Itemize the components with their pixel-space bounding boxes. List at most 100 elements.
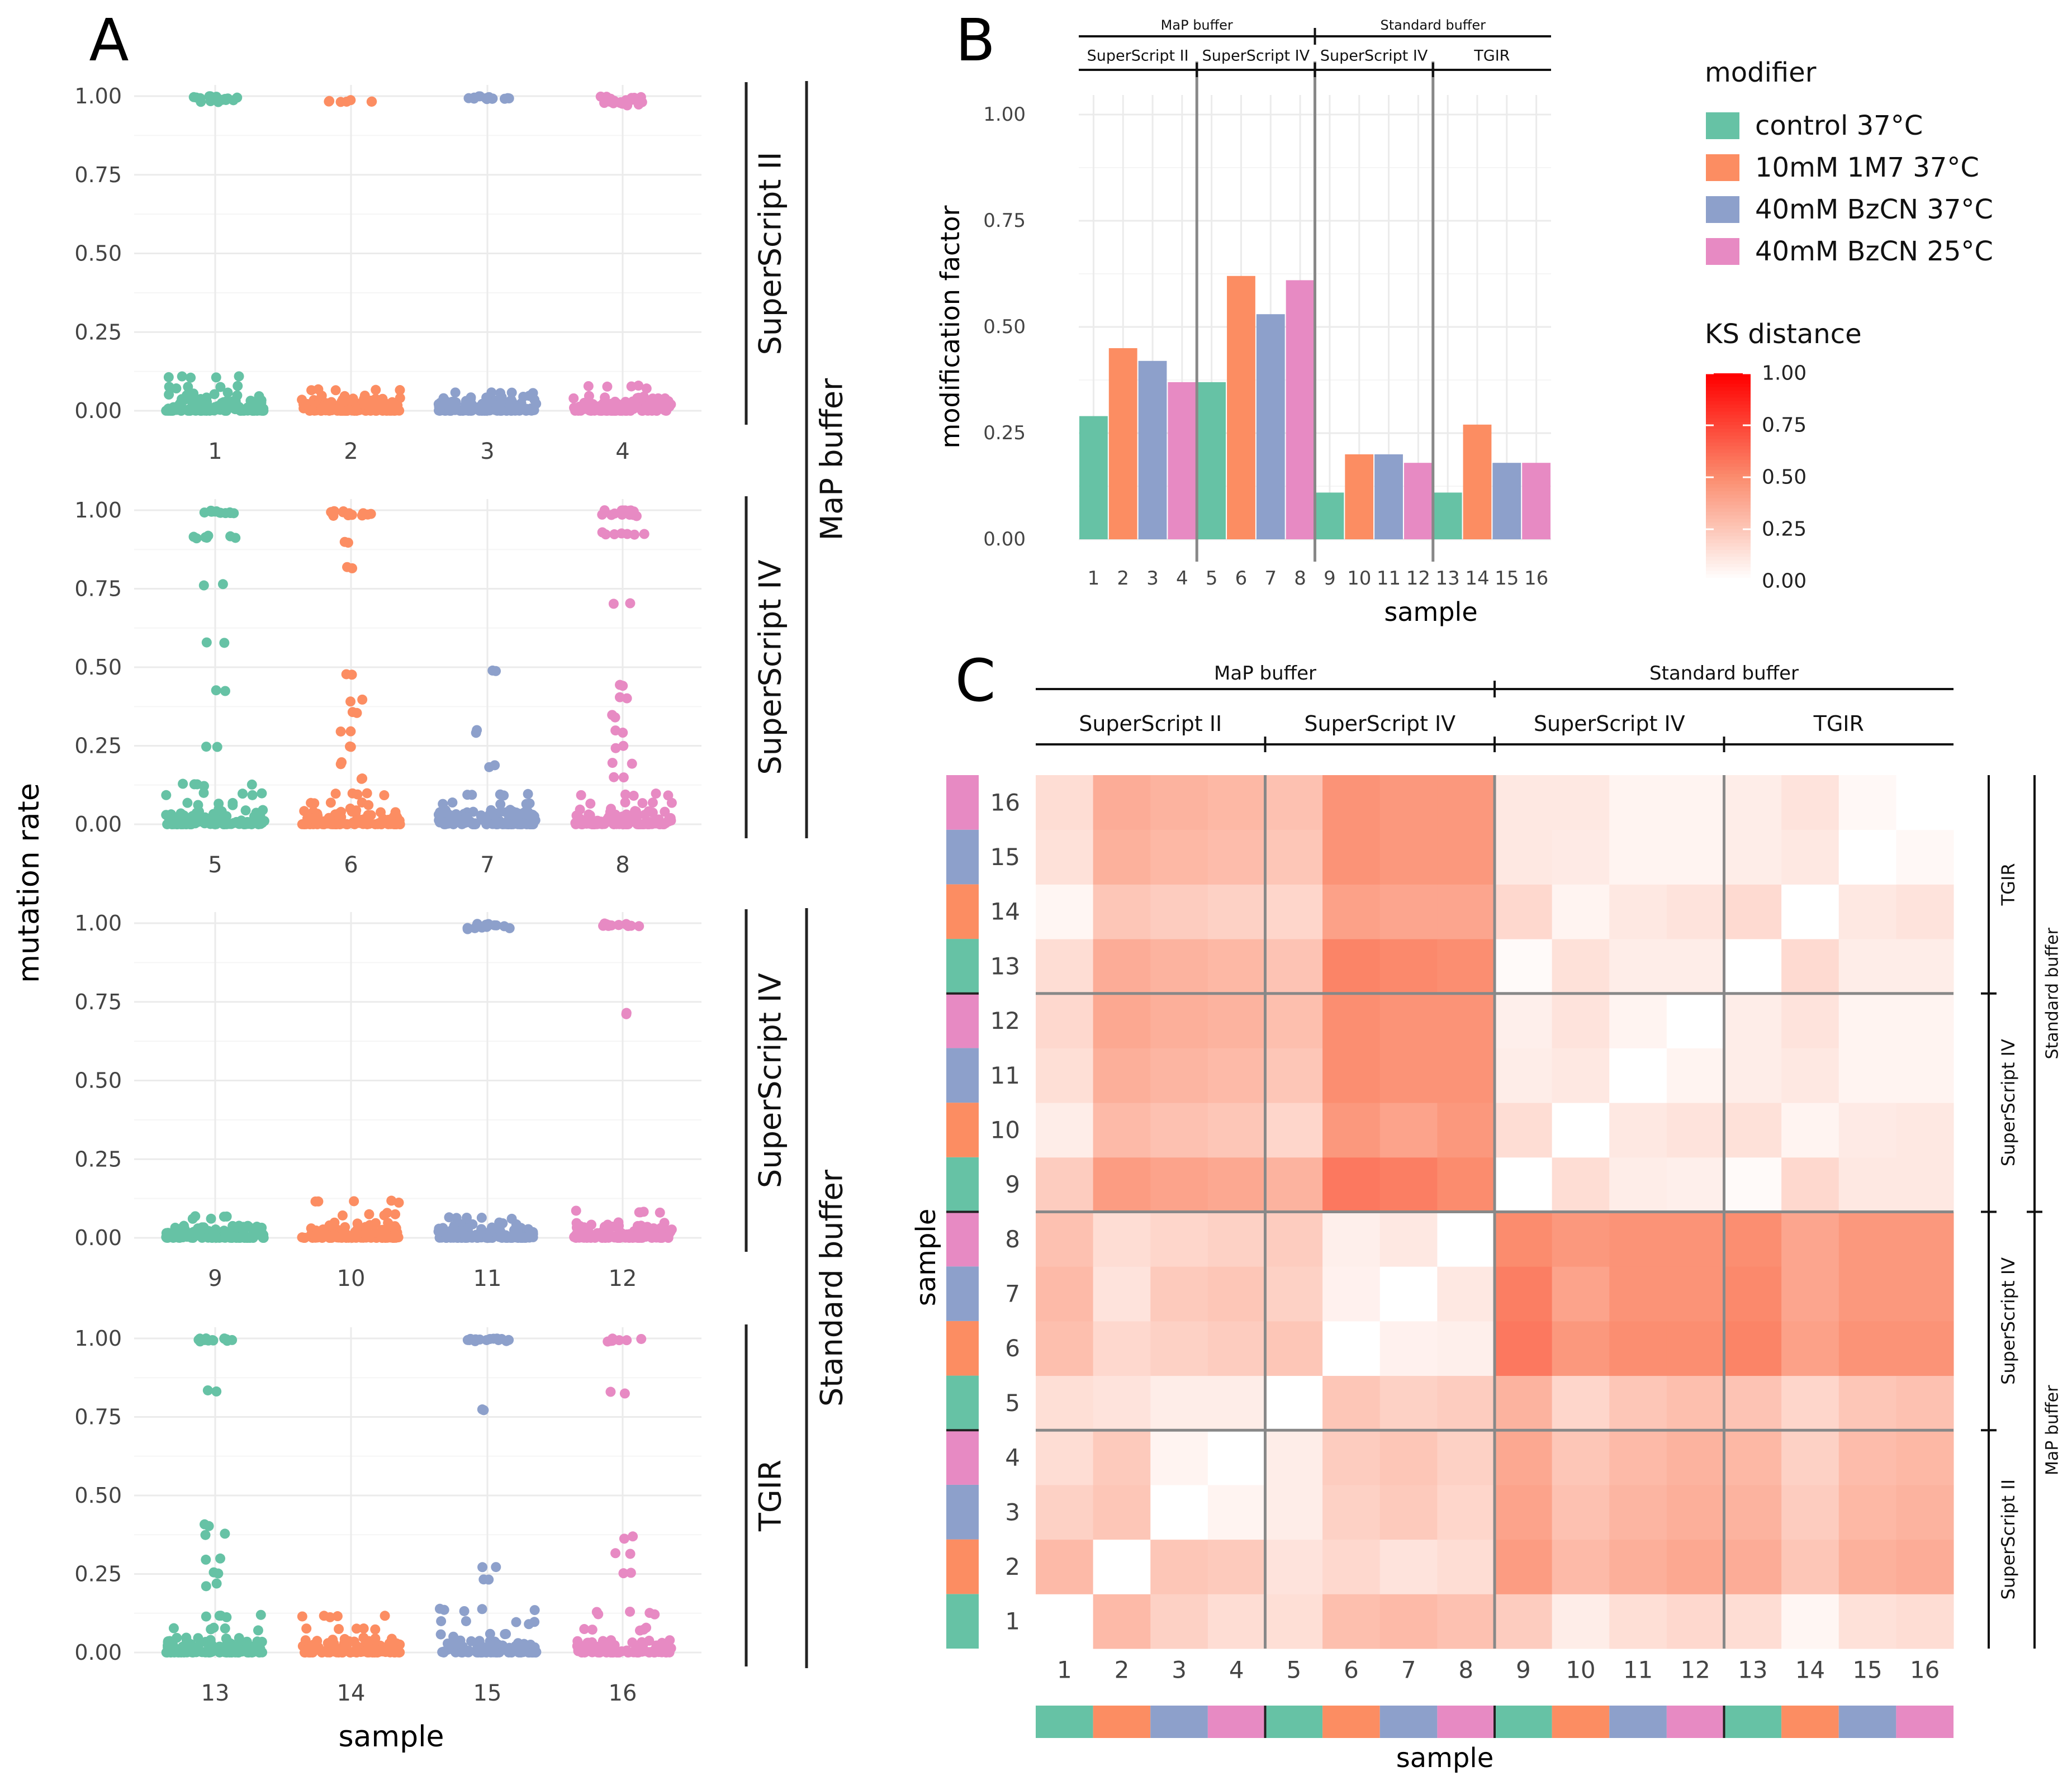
x-tick-label: 1 [1057, 1656, 1072, 1684]
heatmap-cell [1838, 1266, 1896, 1322]
data-point [628, 1531, 638, 1542]
heatmap-cell [1552, 1539, 1610, 1594]
x-tick-label: 6 [344, 852, 358, 878]
data-point [465, 1333, 476, 1344]
data-point [492, 401, 502, 411]
heatmap-cell [1322, 1048, 1381, 1103]
data-point [239, 1233, 250, 1243]
heatmap-cell [1379, 1266, 1438, 1322]
data-point [618, 772, 629, 783]
data-point [623, 921, 633, 932]
modifier-strip-cell [1781, 1706, 1839, 1738]
data-point [515, 1233, 526, 1243]
y-tick-label: 0.25 [74, 1147, 122, 1171]
data-point [624, 1233, 634, 1243]
strip-row-3: 1.00 0.75 0.50 0.25 0.00 9 10 11 12 SuperScript I… [74, 909, 788, 1291]
data-point [481, 819, 492, 829]
right-rt-label: SuperScript II [1998, 1479, 2019, 1600]
data-point [306, 813, 317, 824]
y-tick-label: 16 [990, 789, 1020, 816]
data-point [345, 726, 356, 737]
heatmap-cell [1724, 1157, 1782, 1212]
colorbar-segment [1706, 435, 1751, 440]
heatmap-cell [1609, 1430, 1667, 1485]
data-point [212, 742, 222, 752]
data-point [220, 1623, 230, 1633]
data-point [524, 391, 534, 401]
data-point [193, 1641, 203, 1652]
modifier-strip-cell [1838, 1706, 1896, 1738]
data-point [457, 406, 468, 416]
heatmap-cell [1838, 775, 1896, 830]
data-point [246, 403, 257, 414]
data-point [358, 1623, 369, 1634]
x-tick-label: 8 [1294, 567, 1306, 590]
data-point [240, 805, 251, 816]
y-tick-label: 4 [1005, 1444, 1020, 1471]
data-point [386, 1195, 397, 1206]
data-point [309, 1639, 319, 1650]
heatmap-cell [1609, 829, 1667, 885]
data-point [255, 1609, 266, 1620]
data-point [386, 1633, 397, 1644]
data-point [299, 806, 310, 816]
data-point [652, 406, 662, 416]
heatmap-cell [1724, 939, 1782, 994]
colorbar-segment [1706, 449, 1751, 454]
data-point [207, 1335, 218, 1345]
bar-sample-10 [1345, 454, 1374, 539]
data-point [462, 1212, 472, 1223]
heatmap-cell [1265, 775, 1323, 830]
buffer-label-standard: Standard buffer [814, 1169, 850, 1407]
heatmap-cell [1781, 1157, 1839, 1212]
y-tick-label: 1.00 [74, 498, 122, 523]
heatmap-cell [1666, 775, 1724, 830]
data-point [571, 1205, 581, 1216]
heatmap-cell [1896, 1430, 1954, 1485]
heatmap-cell [1838, 1484, 1896, 1540]
heatmap-cell [1781, 1212, 1839, 1267]
heatmap-cell [1207, 1430, 1265, 1485]
data-point [629, 529, 640, 540]
heatmap-cell [1666, 1266, 1724, 1322]
heatmap-cell [1666, 939, 1724, 994]
bar-sample-8 [1286, 280, 1315, 539]
x-tick-label: 16 [1524, 567, 1548, 590]
data-point [337, 1647, 348, 1658]
colorbar-segment [1706, 495, 1751, 499]
data-point [644, 1227, 655, 1238]
heatmap-cell [1437, 1484, 1495, 1540]
colorbar-segment [1706, 515, 1751, 520]
data-point [329, 1217, 340, 1228]
y-tick-label: 1.00 [74, 911, 122, 936]
data-point [305, 1647, 315, 1658]
data-point [442, 816, 453, 827]
colorbar-segment [1706, 473, 1751, 478]
bar-sample-1 [1079, 416, 1108, 539]
data-point [335, 726, 346, 737]
data-point [233, 381, 243, 391]
data-point [624, 510, 635, 520]
legend-swatch [1706, 112, 1739, 139]
heatmap-cell [1150, 993, 1208, 1048]
heatmap-cell [1036, 775, 1094, 830]
data-point [252, 1636, 263, 1647]
right-buffer-label: Standard buffer [2043, 927, 2062, 1059]
data-point [301, 1623, 312, 1634]
heatmap-cell [1552, 939, 1610, 994]
heatmap-cell [1495, 1430, 1553, 1485]
header-buffer-label: Standard buffer [1649, 662, 1799, 685]
data-point [530, 1647, 541, 1658]
data-point [347, 669, 357, 680]
header-buffer-label: MaP buffer [1161, 17, 1233, 33]
heatmap-cell [1838, 1375, 1896, 1431]
legend: modifier control 37°C 10mM 1M7 37°C 40mM Bz… [1705, 57, 1993, 593]
data-point [366, 509, 376, 519]
colorbar-segment [1706, 411, 1751, 416]
data-point [477, 1562, 488, 1573]
heatmap-cell [1666, 1157, 1724, 1212]
data-point [467, 1219, 478, 1229]
data-point [376, 819, 387, 829]
